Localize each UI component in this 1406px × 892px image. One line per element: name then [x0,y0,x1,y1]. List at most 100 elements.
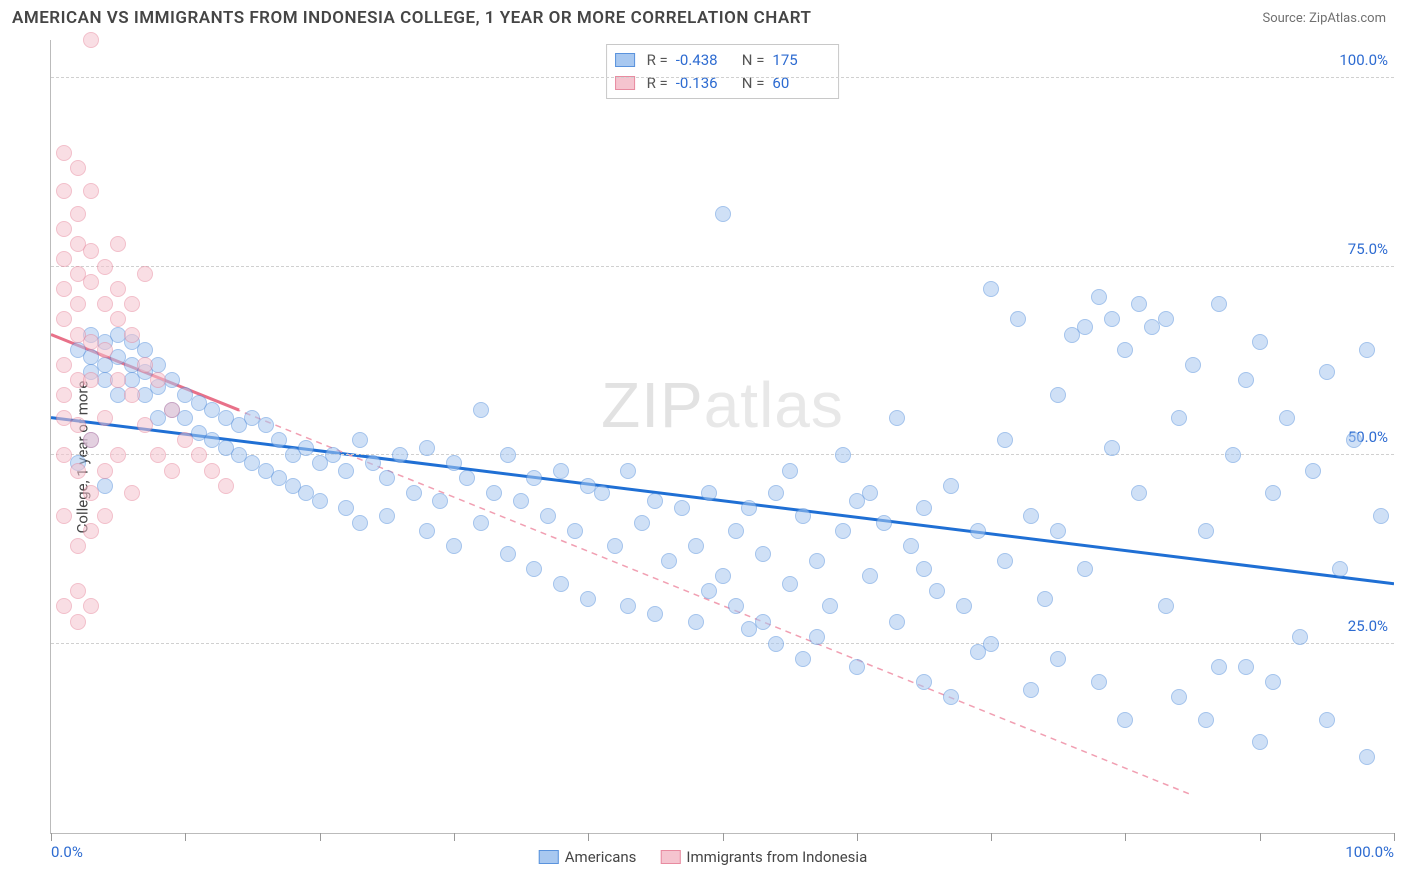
data-point [1198,712,1214,728]
data-point [70,206,86,222]
data-point [1117,342,1133,358]
data-point [1265,674,1281,690]
data-point [782,463,798,479]
data-point [661,553,677,569]
data-point [1104,311,1120,327]
data-point [110,281,126,297]
data-point [916,674,932,690]
data-point [83,243,99,259]
data-point [1252,334,1268,350]
data-point [620,463,636,479]
data-point [97,508,113,524]
data-point [956,598,972,614]
data-point [137,357,153,373]
data-point [1158,311,1174,327]
data-point [1010,311,1026,327]
data-point [715,568,731,584]
data-point [835,447,851,463]
data-point [1050,651,1066,667]
data-point [916,561,932,577]
data-point [1198,523,1214,539]
data-point [715,206,731,222]
x-tick [588,833,589,841]
data-point [526,561,542,577]
data-point [526,470,542,486]
data-point [70,417,86,433]
data-point [406,485,422,501]
legend-item: Americans [539,848,637,866]
data-point [164,402,180,418]
data-point [1319,364,1335,380]
data-point [1023,682,1039,698]
data-point [862,485,878,501]
data-point [674,500,690,516]
data-point [500,546,516,562]
chart-container: College, 1 year or more ZIPatlas R = -0.… [12,40,1394,874]
data-point [137,417,153,433]
data-point [56,311,72,327]
data-point [768,485,784,501]
y-tick-label: 100.0% [1339,51,1388,69]
data-point [889,410,905,426]
data-point [688,538,704,554]
data-point [83,183,99,199]
data-point [1305,463,1321,479]
data-point [137,342,153,358]
data-point [83,523,99,539]
x-tick [185,833,186,841]
data-point [1117,712,1133,728]
data-point [97,342,113,358]
data-point [486,485,502,501]
data-point [258,417,274,433]
data-point [1171,410,1187,426]
data-point [553,463,569,479]
data-point [594,485,610,501]
x-max-label: 100.0% [1345,843,1394,861]
data-point [1050,387,1066,403]
data-point [56,281,72,297]
data-point [647,606,663,622]
data-point [620,598,636,614]
source-link[interactable]: ZipAtlas.com [1309,11,1386,26]
data-point [298,440,314,456]
data-point [191,447,207,463]
data-point [150,447,166,463]
data-point [809,629,825,645]
data-point [70,583,86,599]
stats-legend: R = -0.438N = 175R = -0.136N = 60 [606,44,840,99]
data-point [1346,432,1362,448]
data-point [741,500,757,516]
gridline [51,266,1394,267]
data-point [97,463,113,479]
data-point [56,508,72,524]
scatter-plot: ZIPatlas R = -0.438N = 175R = -0.136N = … [50,40,1394,834]
data-point [271,432,287,448]
data-point [70,538,86,554]
data-point [1332,561,1348,577]
data-point [459,470,475,486]
data-point [1037,591,1053,607]
data-point [1265,485,1281,501]
data-point [56,387,72,403]
data-point [1185,357,1201,373]
data-point [943,478,959,494]
data-point [110,236,126,252]
data-point [124,485,140,501]
data-point [1225,447,1241,463]
data-point [1359,749,1375,765]
data-point [903,538,919,554]
data-point [365,455,381,471]
data-point [728,523,744,539]
data-point [876,515,892,531]
data-point [755,614,771,630]
data-point [795,651,811,667]
data-point [419,440,435,456]
data-point [607,538,623,554]
data-point [1279,410,1295,426]
legend-row: R = -0.136N = 60 [615,72,827,95]
y-tick-label: 75.0% [1348,240,1388,258]
data-point [728,598,744,614]
data-point [849,659,865,675]
data-point [1158,598,1174,614]
data-point [110,372,126,388]
